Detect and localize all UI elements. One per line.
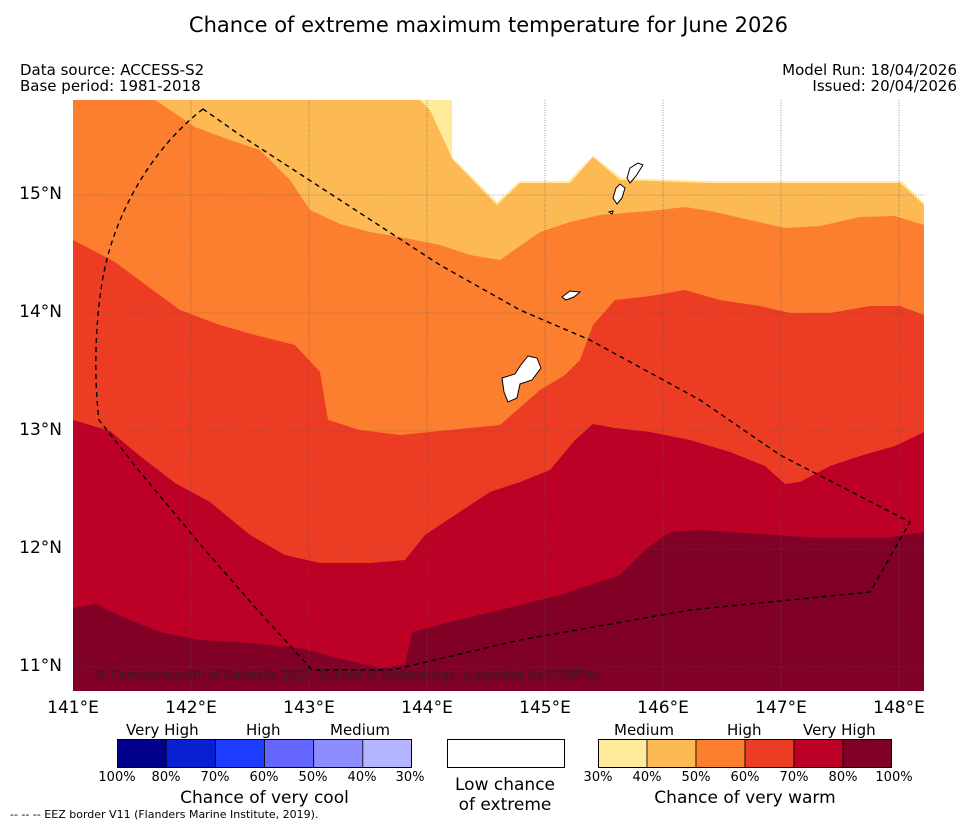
island-outlines [501,162,644,403]
warm-swatch-2 [695,739,746,768]
cool-swatch-4 [313,739,364,768]
warm-swatch-3 [744,739,795,768]
cool-tick-40: 40% [347,770,377,785]
island-saipan [626,162,644,184]
warm-cat-high: High [727,721,762,739]
warm-swatch-5 [842,739,892,768]
cool-colorbar [117,739,412,768]
lon-label-148: 148°E [873,698,925,718]
warm-tick-40: 40% [632,770,662,785]
map-canvas [73,100,924,691]
warm-swatch-0 [598,739,648,768]
warm-cat-medium: Medium [614,721,674,739]
lon-label-147: 147°E [755,698,807,718]
cool-swatch-5 [362,739,412,768]
cool-cat-very-high: Very High [126,721,199,739]
base-period: Base period: 1981-2018 [20,77,201,95]
model-run: Model Run: 18/04/2026 [782,61,957,79]
warm-swatch-4 [793,739,844,768]
island-tinian [612,183,626,205]
cool-tick-70: 70% [200,770,230,785]
cool-swatch-3 [264,739,315,768]
lon-label-142: 142°E [165,698,217,718]
island-aguijan [607,210,614,215]
cool-swatch-0 [117,739,167,768]
eez-footnote: -- -- -- EEZ border V11 (Flanders Marine… [10,808,319,821]
low-chance-label: Low chance of extreme [425,775,585,815]
low-chance-line2: of extreme [458,795,552,815]
lon-label-146: 146°E [637,698,689,718]
warm-tick-60: 60% [730,770,760,785]
warm-legend-title: Chance of very warm [654,788,836,808]
page-title: Chance of extreme maximum temperature fo… [188,13,789,37]
cool-tick-80: 80% [151,770,181,785]
low-chance-swatch [447,739,565,768]
lat-label-13: 13°N [19,420,62,440]
island-rota [561,290,582,301]
warm-swatch-1 [646,739,697,768]
cool-cat-medium: Medium [330,721,390,739]
cool-tick-30: 30% [395,770,425,785]
data-source: Data source: ACCESS-S2 [20,61,205,79]
eez-border [95,108,911,671]
cool-legend-title: Chance of very cool [180,788,349,808]
warm-colorbar [598,739,892,768]
cool-tick-50: 50% [298,770,328,785]
meta-left: Data source: ACCESS-S2 Base period: 1981… [20,62,204,94]
cool-swatch-1 [165,739,216,768]
no-data-area [452,100,924,203]
lon-label-145: 145°E [519,698,571,718]
issued-date: Issued: 20/04/2026 [812,77,957,95]
cool-swatch-2 [214,739,265,768]
cool-tick-60: 60% [249,770,279,785]
lon-label-143: 143°E [283,698,335,718]
lon-label-141: 141°E [47,698,99,718]
lat-label-15: 15°N [19,184,62,204]
cool-tick-100: 100% [98,770,136,785]
warm-tick-80: 80% [828,770,858,785]
lon-label-144: 144°E [401,698,453,718]
warm-tick-70: 70% [779,770,809,785]
cool-cat-high: High [246,721,281,739]
low-chance-line1: Low chance [455,775,555,795]
warm-tick-30: 30% [583,770,613,785]
lat-label-12: 12°N [19,538,62,558]
meta-right: Model Run: 18/04/2026 Issued: 20/04/2026 [782,62,957,94]
grid-lines [73,100,924,691]
warm-tick-50: 50% [681,770,711,785]
warm-cat-very-high: Very High [803,721,876,739]
warm-tick-100: 100% [875,770,913,785]
lat-label-14: 14°N [19,302,62,322]
island-guam [501,355,542,403]
lat-label-11: 11°N [19,656,62,676]
copyright-note: © Commonwealth of Australia 2026, Bureau… [95,668,601,682]
